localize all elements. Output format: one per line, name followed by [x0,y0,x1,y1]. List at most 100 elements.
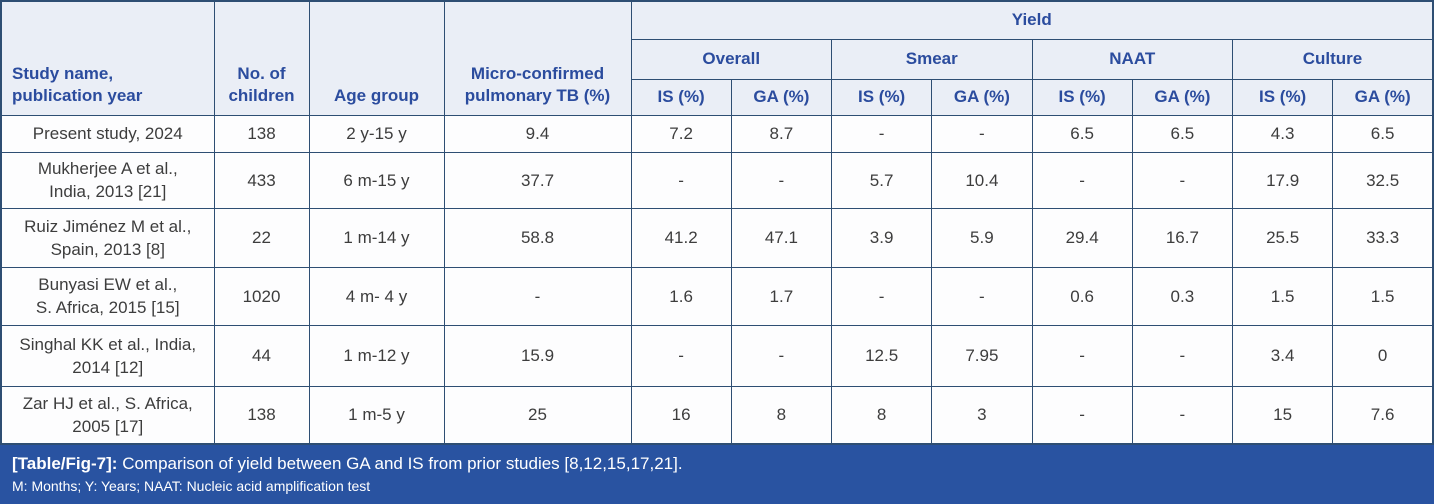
cell-yield-smear-ga: 7.95 [931,324,1033,387]
col-header-yield: Yield [630,0,1434,40]
col-header-smear-is: IS (%) [830,78,933,116]
cell-yield-culture-ga: 1.5 [1332,266,1434,326]
cell-yield-naat-is: 29.4 [1031,207,1133,268]
col-header-culture-is: IS (%) [1231,78,1334,116]
cell-no-children: 433 [213,151,310,209]
cell-yield-overall-is: - [630,324,732,387]
cell-no-children: 138 [213,385,310,445]
table-row: Bunyasi EW et al., S. Africa, 2015 [15] … [0,266,1434,326]
cell-yield-overall-ga: - [730,324,833,387]
cell-yield-naat-is: - [1031,385,1133,445]
col-header-overall: Overall [630,38,832,80]
cell-age-group: 1 m-12 y [308,324,445,387]
cell-yield-overall-is: 1.6 [630,266,732,326]
cell-yield-overall-ga: 47.1 [730,207,833,268]
cell-yield-culture-ga: 7.6 [1332,385,1434,445]
table-row: Zar HJ et al., S. Africa, 2005 [17] 138 … [0,385,1434,445]
col-header-no-of-children: No. of children [213,0,310,116]
cell-yield-culture-ga: 6.5 [1332,114,1434,153]
cell-yield-overall-is: - [630,151,732,209]
cell-yield-overall-is: 16 [630,385,732,445]
cell-study-name: Mukherjee A et al., India, 2013 [21] [0,151,215,209]
table-row: Present study, 2024 138 2 y-15 y 9.4 7.2… [0,114,1434,153]
cell-no-children: 44 [213,324,310,387]
cell-study-name: Singhal KK et al., India, 2014 [12] [0,324,215,387]
cell-yield-overall-ga: 1.7 [730,266,833,326]
col-header-naat: NAAT [1031,38,1233,80]
caption-text: Comparison of yield between GA and IS fr… [122,454,683,473]
cell-yield-naat-is: - [1031,151,1133,209]
cell-yield-smear-ga: 3 [931,385,1033,445]
comparison-table: Study name, publication year No. of chil… [0,0,1434,445]
cell-no-children: 138 [213,114,310,153]
cell-yield-naat-ga: 6.5 [1131,114,1234,153]
cell-yield-overall-ga: - [730,151,833,209]
caption-title: [Table/Fig-7]: Comparison of yield betwe… [12,453,1422,475]
cell-yield-overall-is: 41.2 [630,207,732,268]
cell-yield-overall-ga: 8 [730,385,833,445]
cell-yield-overall-ga: 8.7 [730,114,833,153]
col-header-overall-ga: GA (%) [730,78,833,116]
cell-age-group: 1 m-5 y [308,385,445,445]
col-header-smear: Smear [831,38,1033,80]
col-header-study-name: Study name, publication year [0,0,215,116]
cell-yield-smear-is: - [830,266,933,326]
cell-yield-naat-ga: - [1131,151,1234,209]
cell-yield-smear-is: - [830,114,933,153]
col-header-smear-ga: GA (%) [931,78,1033,116]
cell-micro-confirmed: 58.8 [443,207,632,268]
caption-label: [Table/Fig-7]: [12,454,118,473]
cell-yield-smear-ga: 10.4 [931,151,1033,209]
cell-yield-naat-ga: 16.7 [1131,207,1234,268]
col-header-naat-is: IS (%) [1031,78,1133,116]
cell-yield-culture-is: 3.4 [1231,324,1334,387]
cell-yield-naat-is: 0.6 [1031,266,1133,326]
cell-yield-smear-is: 5.7 [830,151,933,209]
cell-study-name: Bunyasi EW et al., S. Africa, 2015 [15] [0,266,215,326]
cell-yield-culture-is: 4.3 [1231,114,1334,153]
cell-yield-naat-ga: - [1131,385,1234,445]
cell-yield-smear-ga: - [931,266,1033,326]
table-row: Singhal KK et al., India, 2014 [12] 44 1… [0,324,1434,387]
cell-study-name: Ruiz Jiménez M et al., Spain, 2013 [8] [0,207,215,268]
cell-no-children: 1020 [213,266,310,326]
cell-yield-culture-ga: 0 [1332,324,1434,387]
cell-yield-smear-ga: 5.9 [931,207,1033,268]
col-header-culture-ga: GA (%) [1332,78,1434,116]
cell-yield-culture-is: 1.5 [1231,266,1334,326]
cell-micro-confirmed: 25 [443,385,632,445]
col-header-culture: Culture [1232,38,1434,80]
cell-yield-culture-ga: 33.3 [1332,207,1434,268]
cell-micro-confirmed: 15.9 [443,324,632,387]
cell-micro-confirmed: 37.7 [443,151,632,209]
cell-micro-confirmed: 9.4 [443,114,632,153]
cell-yield-naat-ga: 0.3 [1131,266,1234,326]
col-header-naat-ga: GA (%) [1131,78,1234,116]
cell-yield-smear-is: 3.9 [830,207,933,268]
cell-yield-smear-is: 8 [830,385,933,445]
cell-age-group: 1 m-14 y [308,207,445,268]
caption-footnote: M: Months; Y: Years; NAAT: Nucleic acid … [12,478,371,494]
cell-micro-confirmed: - [443,266,632,326]
cell-yield-culture-is: 17.9 [1231,151,1334,209]
caption-bar: [Table/Fig-7]: Comparison of yield betwe… [0,445,1434,504]
cell-age-group: 4 m- 4 y [308,266,445,326]
cell-age-group: 2 y-15 y [308,114,445,153]
cell-yield-naat-is: 6.5 [1031,114,1133,153]
table-row: Ruiz Jiménez M et al., Spain, 2013 [8] 2… [0,207,1434,268]
cell-yield-culture-is: 25.5 [1231,207,1334,268]
col-header-age-group: Age group [308,0,445,116]
cell-yield-smear-is: 12.5 [830,324,933,387]
cell-yield-culture-is: 15 [1231,385,1334,445]
col-header-micro-confirmed-tb: Micro-confirmed pulmonary TB (%) [443,0,632,116]
table-row: Mukherjee A et al., India, 2013 [21] 433… [0,151,1434,209]
cell-no-children: 22 [213,207,310,268]
cell-yield-smear-ga: - [931,114,1033,153]
cell-study-name: Present study, 2024 [0,114,215,153]
cell-yield-naat-is: - [1031,324,1133,387]
cell-yield-naat-ga: - [1131,324,1234,387]
cell-study-name: Zar HJ et al., S. Africa, 2005 [17] [0,385,215,445]
cell-age-group: 6 m-15 y [308,151,445,209]
col-header-overall-is: IS (%) [630,78,732,116]
